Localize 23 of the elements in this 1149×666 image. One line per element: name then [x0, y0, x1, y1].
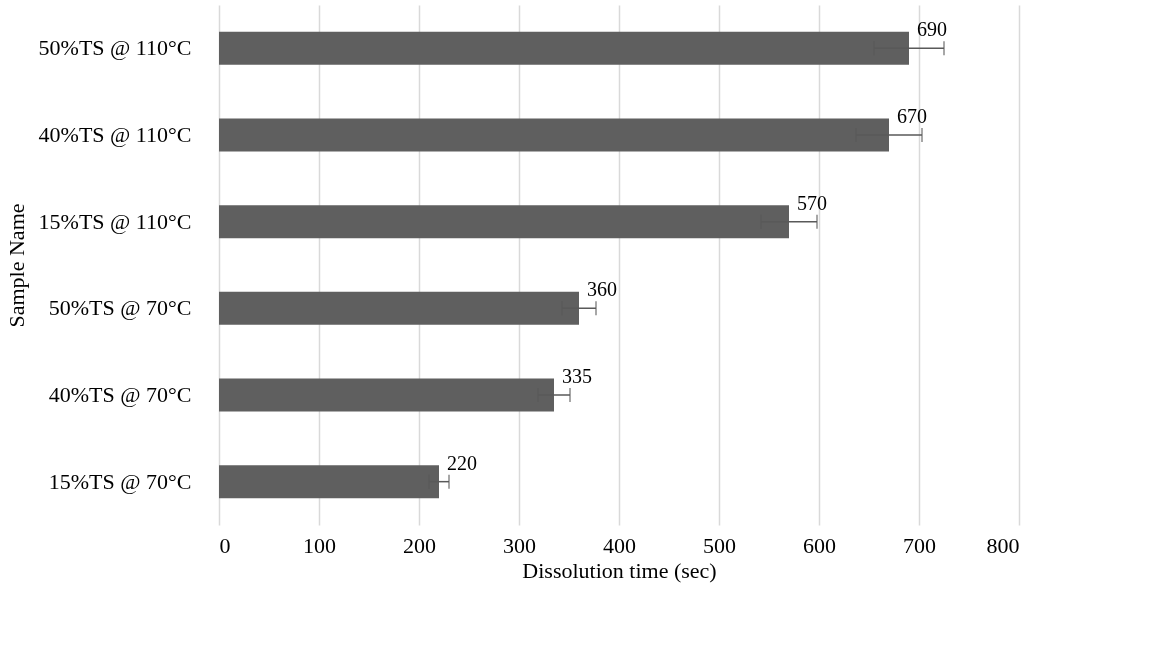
- data-label: 670: [897, 105, 927, 127]
- x-tick-label: 400: [603, 532, 636, 558]
- y-tick-label: 50%TS @ 70°C: [48, 295, 192, 321]
- x-tick-label: 600: [803, 532, 836, 558]
- x-tick-label: 200: [403, 532, 436, 558]
- x-tick-label: 700: [903, 532, 936, 558]
- y-tick-label: 50%TS @ 110°C: [38, 35, 192, 61]
- y-tick-label: 40%TS @ 110°C: [38, 122, 192, 147]
- x-tick-label: 800: [986, 532, 1020, 558]
- x-tick-label: 500: [703, 532, 736, 558]
- y-tick-label: 15%TS @ 110°C: [38, 208, 192, 234]
- y-tick-label: 40%TS @ 70°C: [48, 382, 192, 407]
- x-axis-title: Dissolution time (sec): [522, 557, 717, 583]
- data-label: 570: [797, 191, 827, 214]
- x-tick-label: 0: [219, 532, 231, 558]
- data-label: 220: [447, 451, 477, 474]
- data-label: 360: [587, 278, 617, 301]
- x-tick-label: 300: [503, 532, 536, 558]
- y-axis-title: Sample Name: [3, 203, 29, 328]
- x-tick-label: 100: [303, 532, 336, 558]
- data-label: 335: [562, 365, 592, 387]
- y-tick-label: 15%TS @ 70°C: [48, 468, 192, 494]
- data-label: 690: [917, 18, 947, 41]
